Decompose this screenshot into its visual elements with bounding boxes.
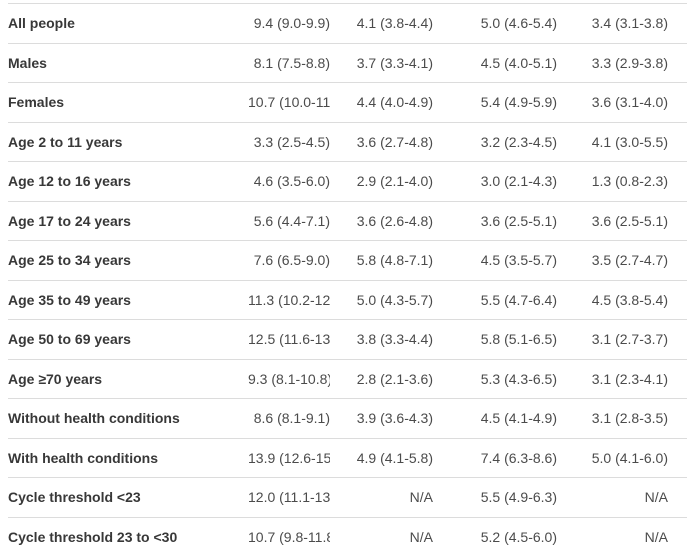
cell-value: 4.1 (3.8-4.4) [330, 3, 433, 43]
table-row: Males 8.1 (7.5-8.8) 3.7 (3.3-4.1) 4.5 (4… [8, 42, 687, 83]
cell-value: 4.5 (4.1-4.9) [433, 398, 557, 438]
cell-value: 2.8 (2.1-3.6) [330, 358, 433, 399]
row-label: All people [8, 3, 248, 43]
cell-value: 12.0 (11.1-13.0) [248, 477, 330, 517]
cell-value: 5.5 (4.7-6.4) [433, 279, 557, 320]
row-label: Age ≥70 years [8, 358, 248, 399]
cell-value: 3.6 (2.5-5.1) [433, 200, 557, 241]
cell-value: 8.1 (7.5-8.8) [248, 42, 330, 83]
row-label: Without health conditions [8, 398, 248, 438]
cell-value: 5.3 (4.3-6.5) [433, 358, 557, 399]
table-row: Age 25 to 34 years 7.6 (6.5-9.0) 5.8 (4.… [8, 240, 687, 280]
cell-value: 3.6 (2.5-5.1) [557, 200, 687, 241]
cell-value: 5.4 (4.9-5.9) [433, 82, 557, 122]
cell-value: 5.0 (4.6-5.4) [433, 3, 557, 43]
cell-value: 5.5 (4.9-6.3) [433, 477, 557, 517]
cell-value: 10.7 (9.8-11.8) [248, 516, 330, 557]
cell-value: 4.1 (3.0-5.5) [557, 121, 687, 162]
cell-value: N/A [330, 516, 433, 557]
cell-value: N/A [557, 516, 687, 557]
table-row: Age 17 to 24 years 5.6 (4.4-7.1) 3.6 (2.… [8, 200, 687, 241]
cell-value: 4.5 (4.0-5.1) [433, 42, 557, 83]
cell-value: 5.8 (4.8-7.1) [330, 240, 433, 280]
table-row: All people 9.4 (9.0-9.9) 4.1 (3.8-4.4) 5… [8, 3, 687, 43]
row-label: Age 17 to 24 years [8, 200, 248, 241]
cell-value: 3.1 (2.8-3.5) [557, 398, 687, 438]
cell-value: 3.3 (2.5-4.5) [248, 121, 330, 162]
cell-value: 3.3 (2.9-3.8) [557, 42, 687, 83]
cell-value: 8.6 (8.1-9.1) [248, 398, 330, 438]
cell-value: 5.0 (4.3-5.7) [330, 279, 433, 320]
cell-value: 3.0 (2.1-4.3) [433, 161, 557, 201]
row-label: Age 12 to 16 years [8, 161, 248, 201]
table-row: Cycle threshold <23 12.0 (11.1-13.0) N/A… [8, 477, 687, 517]
table-row: Age 50 to 69 years 12.5 (11.6-13.4) 3.8 … [8, 319, 687, 359]
cell-value: 10.7 (10.0-11.4) [248, 82, 330, 122]
row-label: Females [8, 82, 248, 122]
table-body: All people 9.4 (9.0-9.9) 4.1 (3.8-4.4) 5… [8, 3, 687, 557]
row-label: Age 35 to 49 years [8, 279, 248, 320]
cell-value: 2.9 (2.1-4.0) [330, 161, 433, 201]
table-row: Age 35 to 49 years 11.3 (10.2-12.4) 5.0 … [8, 279, 687, 320]
cell-value: 3.1 (2.7-3.7) [557, 319, 687, 359]
cell-value: 4.6 (3.5-6.0) [248, 161, 330, 201]
row-label: Age 25 to 34 years [8, 240, 248, 280]
cell-value: 9.4 (9.0-9.9) [248, 3, 330, 43]
cell-value: 3.9 (3.6-4.3) [330, 398, 433, 438]
table-row: Age 12 to 16 years 4.6 (3.5-6.0) 2.9 (2.… [8, 161, 687, 201]
row-label: Cycle threshold <23 [8, 477, 248, 517]
cell-value: 7.6 (6.5-9.0) [248, 240, 330, 280]
cell-value: 4.4 (4.0-4.9) [330, 82, 433, 122]
cell-value: 3.8 (3.3-4.4) [330, 319, 433, 359]
table-row: With health conditions 13.9 (12.6-15.4) … [8, 437, 687, 478]
cell-value: 3.1 (2.3-4.1) [557, 358, 687, 399]
cell-value: 3.6 (2.6-4.8) [330, 200, 433, 241]
cell-value: 3.2 (2.3-4.5) [433, 121, 557, 162]
row-label: Age 50 to 69 years [8, 319, 248, 359]
row-label: Age 2 to 11 years [8, 121, 248, 162]
statistics-table: All people 9.4 (9.0-9.9) 4.1 (3.8-4.4) 5… [8, 3, 687, 557]
cell-value: 3.6 (3.1-4.0) [557, 82, 687, 122]
row-label: With health conditions [8, 437, 248, 478]
cell-value: 7.4 (6.3-8.6) [433, 437, 557, 478]
table-row: Age 2 to 11 years 3.3 (2.5-4.5) 3.6 (2.7… [8, 121, 687, 162]
cell-value: 5.0 (4.1-6.0) [557, 437, 687, 478]
cell-value: 3.4 (3.1-3.8) [557, 3, 687, 43]
cell-value: 4.9 (4.1-5.8) [330, 437, 433, 478]
table-row: Age ≥70 years 9.3 (8.1-10.8) 2.8 (2.1-3.… [8, 358, 687, 399]
table-row: Cycle threshold 23 to <30 10.7 (9.8-11.8… [8, 516, 687, 557]
cell-value: 3.7 (3.3-4.1) [330, 42, 433, 83]
cell-value: N/A [557, 477, 687, 517]
table-row: Without health conditions 8.6 (8.1-9.1) … [8, 398, 687, 438]
cell-value: 3.5 (2.7-4.7) [557, 240, 687, 280]
cell-value: 9.3 (8.1-10.8) [248, 358, 330, 399]
cell-value: 5.6 (4.4-7.1) [248, 200, 330, 241]
cell-value: 13.9 (12.6-15.4) [248, 437, 330, 478]
table-row: Females 10.7 (10.0-11.4) 4.4 (4.0-4.9) 5… [8, 82, 687, 122]
cell-value: 5.8 (5.1-6.5) [433, 319, 557, 359]
cell-value: 12.5 (11.6-13.4) [248, 319, 330, 359]
cell-value: 5.2 (4.5-6.0) [433, 516, 557, 557]
cell-value: 11.3 (10.2-12.4) [248, 279, 330, 320]
cell-value: 3.6 (2.7-4.8) [330, 121, 433, 162]
row-label: Males [8, 42, 248, 83]
cell-value: N/A [330, 477, 433, 517]
row-label: Cycle threshold 23 to <30 [8, 516, 248, 557]
cell-value: 1.3 (0.8-2.3) [557, 161, 687, 201]
cell-value: 4.5 (3.8-5.4) [557, 279, 687, 320]
cell-value: 4.5 (3.5-5.7) [433, 240, 557, 280]
